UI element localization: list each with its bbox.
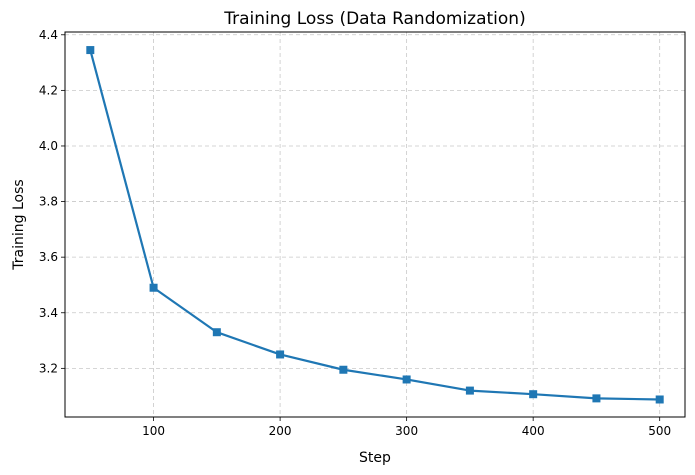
- y-tick-label: 3.4: [39, 306, 58, 320]
- chart-title: Training Loss (Data Randomization): [223, 9, 525, 29]
- data-point: [655, 395, 664, 404]
- data-point: [86, 46, 95, 55]
- y-axis-label: Training Loss: [11, 179, 27, 270]
- ticks: 100 200 300 400 500 3.2 3.4 3.6 3.8 4.0 4.2 4.4: [39, 28, 671, 438]
- y-tick-label: 4.2: [39, 83, 58, 97]
- y-tick-label: 3.6: [39, 250, 58, 264]
- data-point: [592, 394, 601, 403]
- x-tick-label: 500: [648, 424, 671, 438]
- y-tick-label: 3.2: [39, 361, 58, 375]
- x-tick-label: 300: [395, 424, 418, 438]
- data-point: [339, 365, 348, 374]
- data-point: [149, 283, 158, 292]
- data-point: [529, 390, 538, 399]
- x-tick-label: 100: [142, 424, 165, 438]
- data-point: [402, 375, 411, 384]
- x-axis-label: Step: [359, 450, 391, 466]
- data-point: [276, 350, 285, 359]
- x-tick-label: 400: [522, 424, 545, 438]
- y-tick-label: 3.8: [39, 195, 58, 209]
- series-line: [89, 49, 660, 401]
- y-tick-label: 4.4: [39, 28, 58, 42]
- data-point: [465, 386, 474, 395]
- y-tick-label: 4.0: [39, 139, 58, 153]
- grid: [65, 32, 685, 417]
- x-tick-label: 200: [269, 424, 292, 438]
- data-point: [212, 328, 221, 337]
- plot-frame: [64, 31, 686, 418]
- series-layer: [86, 46, 664, 404]
